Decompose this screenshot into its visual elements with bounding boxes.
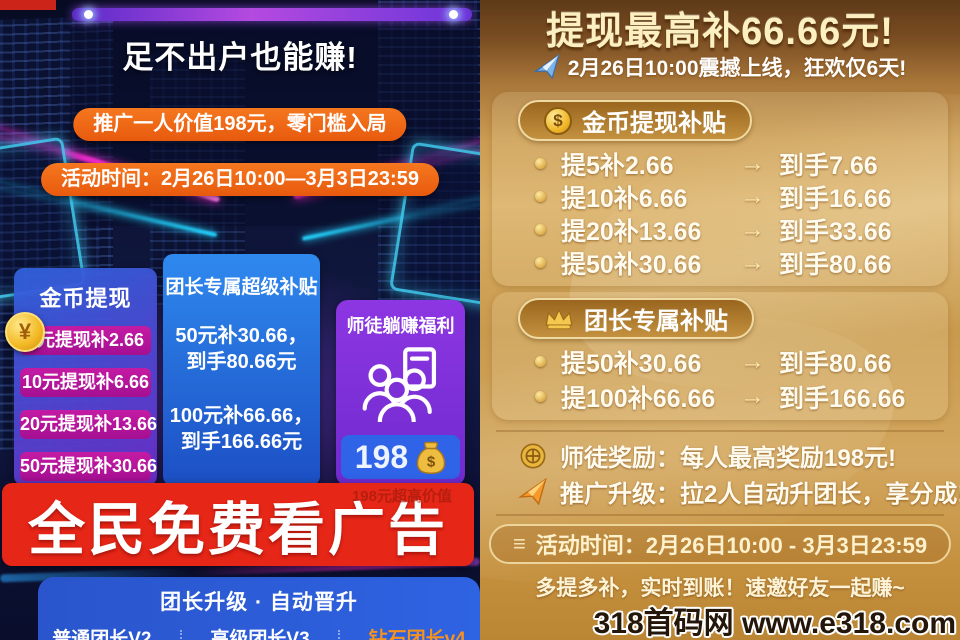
divider: [496, 430, 944, 432]
red-ad-banner: 198元超高价值 全民免费看广告: [2, 483, 474, 566]
leader-levels-row: 普通团长V2 高级团长V3 钻石团长v4: [38, 624, 480, 640]
row-receive: 到手166.66: [779, 384, 906, 413]
promo-value-pill: 推广一人价值198元，零门槛入局: [73, 108, 407, 141]
row-withdraw: 提5补2.66: [561, 151, 674, 180]
footer-slogan: 多提多补，实时到账！速邀好友一起赚~: [535, 577, 905, 600]
level-divider: [338, 629, 341, 640]
neon-topbar: [72, 8, 472, 21]
bullet-icon: [535, 158, 546, 169]
subsidy-line: 到手80.66元: [186, 351, 297, 373]
activity-time-text: 活动时间：2月26日10:00 - 3月3日23:59: [535, 533, 928, 558]
leader-subsidy-panel: 团长专属超级补贴 50元补30.66， 到手80.66元 100元补66.66，…: [163, 254, 320, 486]
svg-text:$: $: [427, 453, 436, 470]
leader-subsidy-header: 团长专属补贴: [518, 298, 754, 339]
site-watermark: 318首码网 www.e318.com: [593, 607, 956, 640]
withdraw-tier: 10元提现补6.66: [20, 368, 151, 397]
left-headline: 足不出户也能赚!: [122, 40, 358, 75]
activity-time-pill-right: ≡ 活动时间：2月26日10:00 - 3月3日23:59: [488, 524, 952, 564]
promo-upgrade-text: 推广升级：拉2人自动升团长，享分成!: [560, 481, 960, 508]
row-withdraw: 提20补13.66: [561, 217, 702, 246]
mentor-reward-strip: 198 $: [341, 435, 460, 479]
level-item: 钻石团长v4: [368, 629, 466, 640]
bullet-icon: [535, 191, 546, 202]
rocket-icon: [533, 54, 560, 80]
bullet-icon: [535, 224, 546, 235]
crown-icon: [545, 308, 573, 329]
glow-dot: [449, 10, 458, 19]
row-withdraw: 提10补6.66: [561, 184, 688, 213]
subsidy-line: 50元补30.66，: [175, 325, 308, 347]
row-receive: 到手80.66: [779, 250, 892, 279]
medal-icon: [520, 443, 546, 468]
mentor-benefit-panel: 师徒躺赚福利 198 $: [336, 300, 465, 486]
paper-plane-icon: [518, 477, 547, 505]
leader-subsidy-item: 50元补30.66， 到手80.66元: [163, 323, 320, 375]
level-divider: [179, 629, 182, 640]
subsidy-line: 100元补66.66，: [169, 405, 314, 427]
divider: [496, 514, 944, 516]
coin-icon: $: [544, 106, 572, 135]
withdraw-tier: 20元提现补13.66: [20, 410, 157, 439]
row-withdraw: 提50补30.66: [561, 349, 702, 378]
level-item: 高级团长V3: [210, 629, 310, 640]
list-icon: ≡: [512, 531, 526, 556]
activity-time-pill: 活动时间：2月26日10:00—3月3日23:59: [41, 163, 439, 196]
section-title: 金币提现补贴: [582, 110, 726, 137]
corner-red-strip: [0, 0, 56, 10]
promo-upgrade-line: 推广升级：拉2人自动升团长，享分成!: [518, 474, 960, 509]
subsidy-row: 提50补30.66 → 到手80.66: [535, 347, 905, 378]
row-receive: 到手33.66: [779, 217, 892, 246]
arrow-icon: →: [740, 149, 765, 177]
subsidy-row: 提100补66.66 → 到手166.66: [535, 382, 905, 413]
leader-panel-title: 团长专属超级补贴: [165, 277, 318, 298]
right-title: 提现最高补66.66元!: [546, 11, 894, 53]
coin-subsidy-rows: 提5补2.66 → 到手7.66 提10补6.66 → 到手16.66 提20补…: [535, 149, 892, 283]
subsidy-row: 提20补13.66 → 到手33.66: [535, 215, 892, 246]
moneybag-icon: $: [416, 441, 446, 474]
level-item: 普通团长V2: [52, 629, 152, 640]
row-withdraw: 提100补66.66: [561, 384, 716, 413]
right-panel: 提现最高补66.66元! 2月26日10:00震撼上线，狂欢仅6天! $ 金币提…: [480, 0, 960, 640]
glow-dot: [84, 10, 93, 19]
arrow-icon: →: [740, 347, 765, 375]
launch-subtitle-text: 2月26日10:00震撼上线，狂欢仅6天!: [567, 57, 907, 80]
subsidy-row: 提5补2.66 → 到手7.66: [535, 149, 892, 180]
row-withdraw: 提50补30.66: [561, 250, 702, 279]
row-receive: 到手80.66: [779, 349, 892, 378]
bullet-icon: [535, 391, 546, 402]
left-panel: 足不出户也能赚! 推广一人价值198元，零门槛入局 活动时间：2月26日10:0…: [0, 0, 480, 640]
arrow-icon: →: [740, 182, 765, 210]
arrow-icon: →: [740, 382, 765, 410]
section-title: 团长专属补贴: [584, 308, 728, 335]
coin-icon: ¥: [5, 312, 45, 352]
withdraw-tier: 50元提现补30.66: [20, 452, 157, 481]
upgrade-panel-title: 团长升级 · 自动晋升: [160, 591, 358, 614]
leader-upgrade-panel: 团长升级 · 自动晋升 普通团长V2 高级团长V3 钻石团长v4: [38, 577, 480, 640]
mentor-reward-text: 师徒奖励：每人最高奖励198元!: [560, 445, 897, 472]
bullet-icon: [535, 257, 546, 268]
subsidy-line: 到手166.66元: [180, 431, 303, 453]
subsidy-row: 提10补6.66 → 到手16.66: [535, 182, 892, 213]
reward-value: 198: [354, 438, 409, 475]
leader-subsidy-rows: 提50补30.66 → 到手80.66 提100补66.66 → 到手166.6…: [535, 347, 905, 417]
coin-withdraw-panel: 金币提现 5元提现补2.66 10元提现补6.66 20元提现补13.66 50…: [5, 268, 157, 486]
bullet-icon: [535, 356, 546, 367]
neon-streak: [301, 193, 480, 241]
coin-panel-title: 金币提现: [39, 286, 132, 311]
mentor-panel-title: 师徒躺赚福利: [346, 316, 455, 336]
row-receive: 到手7.66: [779, 151, 878, 180]
subsidy-row: 提50补30.66 → 到手80.66: [535, 248, 892, 279]
people-group-icon: [362, 347, 436, 422]
red-banner-text: 全民免费看广告: [28, 497, 448, 562]
ghost-watermark-text: 198元超高价值: [351, 488, 452, 505]
row-receive: 到手16.66: [779, 184, 892, 213]
arrow-icon: →: [740, 215, 765, 243]
mentor-reward-line: 师徒奖励：每人最高奖励198元!: [518, 438, 896, 473]
leader-subsidy-item: 100元补66.66， 到手166.66元: [163, 403, 320, 455]
arrow-icon: →: [740, 248, 765, 276]
coin-subsidy-header: $ 金币提现补贴: [518, 100, 752, 141]
launch-subtitle: 2月26日10:00震撼上线，狂欢仅6天!: [480, 52, 960, 82]
